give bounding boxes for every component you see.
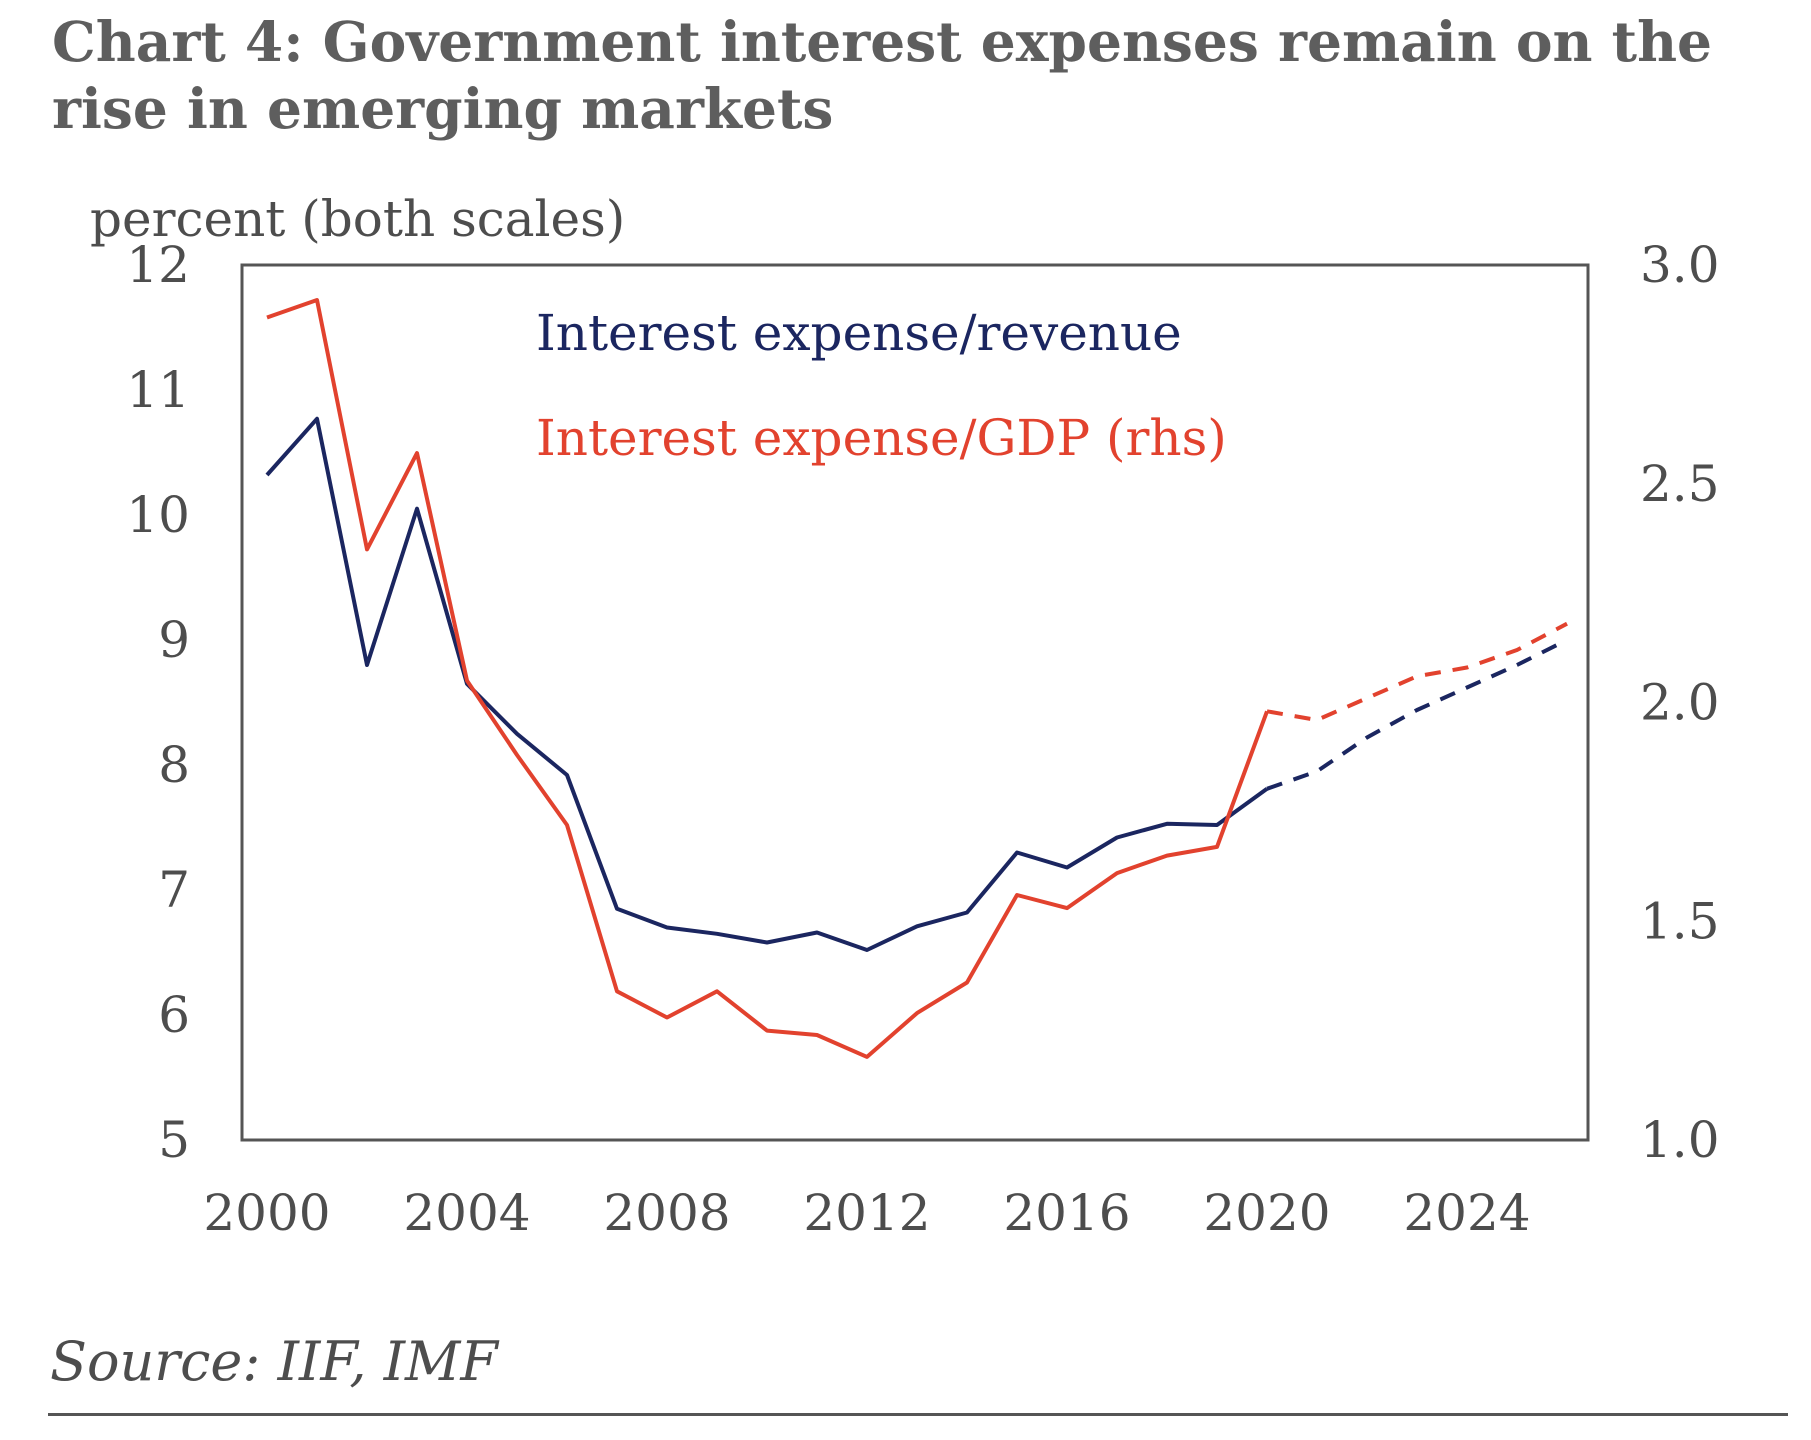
y2-tick-label: 1.0 <box>1640 1111 1720 1169</box>
series-forecast-line-revenue <box>1266 638 1568 791</box>
series-lines <box>265 298 1568 1059</box>
chart-source: Source: IIF, IMF <box>50 1330 498 1393</box>
y-tick-label: 9 <box>158 611 190 669</box>
y-axis-label: percent (both scales) <box>90 190 625 248</box>
y2-tick-label: 1.5 <box>1640 892 1720 950</box>
plot-frame <box>240 263 1590 1142</box>
line-chart: percent (both scales) 12 11 10 9 8 7 6 5 3.0 2.5… <box>90 190 1720 1242</box>
y-axis-right: 3.0 2.5 2.0 1.5 1.0 <box>1640 236 1720 1169</box>
x-tick-label: 2000 <box>203 1184 330 1242</box>
y-tick-label: 5 <box>158 1111 190 1169</box>
y-tick-label: 8 <box>158 736 190 794</box>
y-tick-label: 10 <box>126 486 190 544</box>
series-forecast-line-gdp <box>1266 621 1568 722</box>
y-tick-label: 12 <box>126 236 190 294</box>
legend-entry-revenue: Interest expense/revenue <box>536 304 1182 362</box>
x-tick-label: 2024 <box>1403 1184 1530 1242</box>
x-tick-label: 2008 <box>603 1184 730 1242</box>
y2-tick-label: 2.0 <box>1640 674 1720 732</box>
x-tick-label: 2004 <box>403 1184 530 1242</box>
x-tick-label: 2012 <box>803 1184 930 1242</box>
chart-title: Chart 4: Government interest expenses re… <box>52 9 1713 141</box>
y2-tick-label: 3.0 <box>1640 236 1720 294</box>
x-tick-label: 2020 <box>1203 1184 1330 1242</box>
footer-divider <box>48 1413 1788 1416</box>
y-tick-label: 11 <box>126 361 190 419</box>
y2-tick-label: 2.5 <box>1640 455 1720 513</box>
series-line-gdp <box>266 298 1269 1059</box>
y-axis-left: 12 11 10 9 8 7 6 5 <box>126 236 190 1169</box>
x-tick-label: 2016 <box>1003 1184 1130 1242</box>
series-line-revenue <box>265 416 1269 952</box>
y-tick-label: 6 <box>158 986 190 1044</box>
legend-entry-gdp: Interest expense/GDP (rhs) <box>536 409 1227 467</box>
x-axis: 2000 2004 2008 2012 2016 2020 2024 <box>203 1184 1530 1242</box>
y-tick-label: 7 <box>158 861 190 919</box>
